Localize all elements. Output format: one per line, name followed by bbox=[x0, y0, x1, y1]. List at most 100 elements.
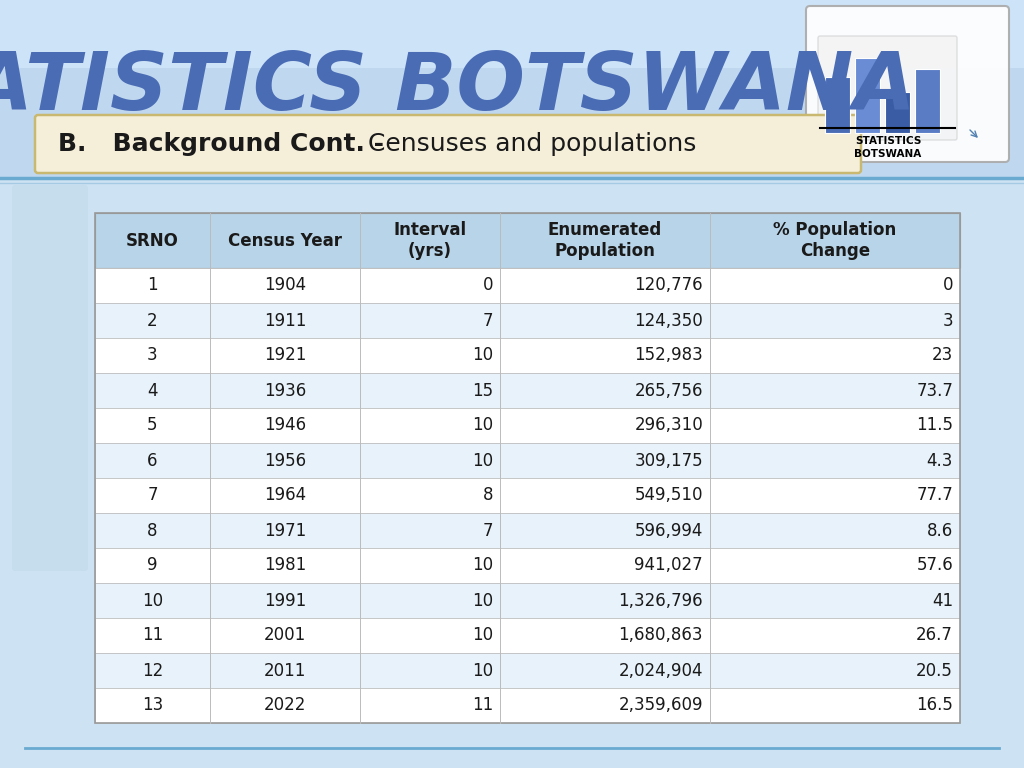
Text: 10: 10 bbox=[472, 627, 493, 644]
Bar bbox=[0, 0, 1024, 68]
Bar bbox=[95, 373, 961, 408]
Text: 3: 3 bbox=[942, 312, 953, 329]
Text: % Population
Change: % Population Change bbox=[773, 220, 897, 260]
Text: 2,359,609: 2,359,609 bbox=[618, 697, 703, 714]
Text: 20.5: 20.5 bbox=[916, 661, 953, 680]
Text: STATISTICS BOTSWANA: STATISTICS BOTSWANA bbox=[0, 49, 915, 127]
Text: 1991: 1991 bbox=[264, 591, 306, 610]
Text: Enumerated
Population: Enumerated Population bbox=[548, 220, 663, 260]
Text: 152,983: 152,983 bbox=[634, 346, 703, 365]
Text: 0: 0 bbox=[482, 276, 493, 294]
Text: 1936: 1936 bbox=[264, 382, 306, 399]
Text: 11: 11 bbox=[142, 627, 163, 644]
Text: 4: 4 bbox=[147, 382, 158, 399]
Bar bbox=[885, 91, 910, 133]
Text: 309,175: 309,175 bbox=[635, 452, 703, 469]
Text: 11.5: 11.5 bbox=[916, 416, 953, 435]
Text: 1964: 1964 bbox=[264, 486, 306, 505]
Bar bbox=[95, 653, 961, 688]
Text: 1971: 1971 bbox=[264, 521, 306, 539]
Text: 5: 5 bbox=[147, 416, 158, 435]
Text: 4.3: 4.3 bbox=[927, 452, 953, 469]
Text: 8.6: 8.6 bbox=[927, 521, 953, 539]
Text: STATISTICS: STATISTICS bbox=[855, 136, 922, 146]
Text: 77.7: 77.7 bbox=[916, 486, 953, 505]
Bar bbox=[95, 268, 961, 303]
Text: 13: 13 bbox=[142, 697, 163, 714]
Bar bbox=[95, 583, 961, 618]
Text: 549,510: 549,510 bbox=[635, 486, 703, 505]
Text: Interval
(yrs): Interval (yrs) bbox=[393, 220, 467, 260]
Text: 941,027: 941,027 bbox=[635, 557, 703, 574]
Text: 11: 11 bbox=[472, 697, 493, 714]
Bar bbox=[825, 77, 850, 133]
FancyBboxPatch shape bbox=[12, 185, 88, 571]
Text: 2,024,904: 2,024,904 bbox=[618, 661, 703, 680]
Text: 2: 2 bbox=[147, 312, 158, 329]
Text: 1,326,796: 1,326,796 bbox=[618, 591, 703, 610]
Bar bbox=[855, 58, 880, 133]
Text: 596,994: 596,994 bbox=[635, 521, 703, 539]
Text: 10: 10 bbox=[472, 346, 493, 365]
Text: 10: 10 bbox=[472, 452, 493, 469]
Text: 1921: 1921 bbox=[264, 346, 306, 365]
Text: 73.7: 73.7 bbox=[916, 382, 953, 399]
Text: BOTSWANA: BOTSWANA bbox=[854, 149, 922, 159]
Bar bbox=[885, 91, 910, 133]
Text: 7: 7 bbox=[482, 521, 493, 539]
Bar bbox=[95, 618, 961, 653]
Bar bbox=[0, 0, 1024, 178]
Text: 1981: 1981 bbox=[264, 557, 306, 574]
FancyBboxPatch shape bbox=[806, 6, 1009, 162]
Text: 2011: 2011 bbox=[264, 661, 306, 680]
Bar bbox=[95, 408, 961, 443]
Bar bbox=[95, 548, 961, 583]
Text: Censuses and populations: Censuses and populations bbox=[368, 132, 696, 156]
Text: 1956: 1956 bbox=[264, 452, 306, 469]
Text: 2022: 2022 bbox=[264, 697, 306, 714]
Text: 41: 41 bbox=[932, 591, 953, 610]
Text: 26.7: 26.7 bbox=[916, 627, 953, 644]
FancyBboxPatch shape bbox=[818, 36, 957, 140]
Text: 10: 10 bbox=[472, 661, 493, 680]
Text: 7: 7 bbox=[147, 486, 158, 505]
Bar bbox=[95, 338, 961, 373]
Text: 1904: 1904 bbox=[264, 276, 306, 294]
Text: 124,350: 124,350 bbox=[634, 312, 703, 329]
Text: B.   Background Cont. -: B. Background Cont. - bbox=[58, 132, 384, 156]
Bar bbox=[825, 77, 850, 133]
Text: Census Year: Census Year bbox=[228, 231, 342, 250]
Text: 0: 0 bbox=[942, 276, 953, 294]
Text: 57.6: 57.6 bbox=[916, 557, 953, 574]
Text: 9: 9 bbox=[147, 557, 158, 574]
Text: 1946: 1946 bbox=[264, 416, 306, 435]
Bar bbox=[95, 513, 961, 548]
FancyBboxPatch shape bbox=[35, 115, 861, 173]
Bar bbox=[855, 58, 880, 133]
Bar bbox=[95, 213, 961, 723]
Bar bbox=[95, 478, 961, 513]
Text: 296,310: 296,310 bbox=[634, 416, 703, 435]
Text: 2001: 2001 bbox=[264, 627, 306, 644]
Text: 10: 10 bbox=[142, 591, 163, 610]
Text: 265,756: 265,756 bbox=[635, 382, 703, 399]
Text: 10: 10 bbox=[472, 591, 493, 610]
Text: 7: 7 bbox=[482, 312, 493, 329]
Text: 6: 6 bbox=[147, 452, 158, 469]
Text: 16.5: 16.5 bbox=[916, 697, 953, 714]
Text: 15: 15 bbox=[472, 382, 493, 399]
Text: SRNO: SRNO bbox=[126, 231, 179, 250]
Bar bbox=[95, 213, 961, 268]
FancyArrowPatch shape bbox=[970, 130, 977, 137]
Text: 120,776: 120,776 bbox=[635, 276, 703, 294]
Text: 10: 10 bbox=[472, 416, 493, 435]
Bar bbox=[915, 69, 940, 133]
Text: 1911: 1911 bbox=[264, 312, 306, 329]
Text: 8: 8 bbox=[482, 486, 493, 505]
Bar bbox=[95, 688, 961, 723]
Text: 3: 3 bbox=[147, 346, 158, 365]
Bar bbox=[915, 69, 940, 133]
Text: 1,680,863: 1,680,863 bbox=[618, 627, 703, 644]
Bar bbox=[0, 178, 1024, 768]
Text: 12: 12 bbox=[142, 661, 163, 680]
